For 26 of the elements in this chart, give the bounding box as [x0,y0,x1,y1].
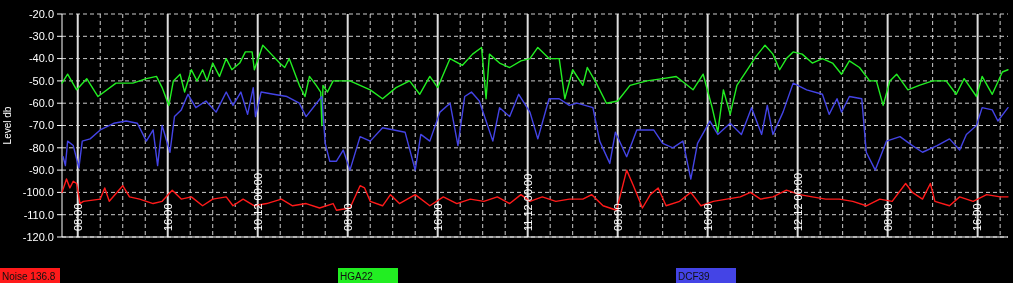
text: HGA22 [340,270,374,282]
x-tick-label: 16:00 [701,203,714,231]
x-tick-label: 10.12 00:00 [251,172,264,231]
text: Noise 136.8 [2,270,56,282]
x-tick-label: 11.12 00:00 [521,173,534,231]
text: DCF39 [678,270,711,282]
y-axis-title: Level db [2,106,13,145]
y-tick-label: -60.0 [28,97,54,110]
y-tick-label: -110.0 [23,208,54,221]
x-tick-label: 16:00 [971,203,984,231]
x-tick-label: 08:00 [881,203,894,231]
y-tick-label: -80.0 [28,141,54,154]
y-tick-label: -90.0 [28,163,54,176]
x-tick-label: 08:00 [71,203,84,231]
x-tick-label: 08:00 [341,203,354,231]
y-tick-label: -100.0 [22,186,54,199]
x-tick-label: 16:00 [161,203,174,231]
y-tick-label: -50.0 [28,74,54,87]
y-tick-label: -40.0 [28,52,54,65]
x-tick-label: 08:00 [611,203,624,231]
y-tick-label: -120.0 [22,230,54,243]
x-tick-label: 16:00 [431,203,444,231]
y-tick-label: -30.0 [28,30,54,43]
y-tick-label: -20.0 [28,7,54,20]
y-tick-label: -70.0 [28,119,54,132]
x-tick-label: 12.12 00:00 [791,172,804,231]
